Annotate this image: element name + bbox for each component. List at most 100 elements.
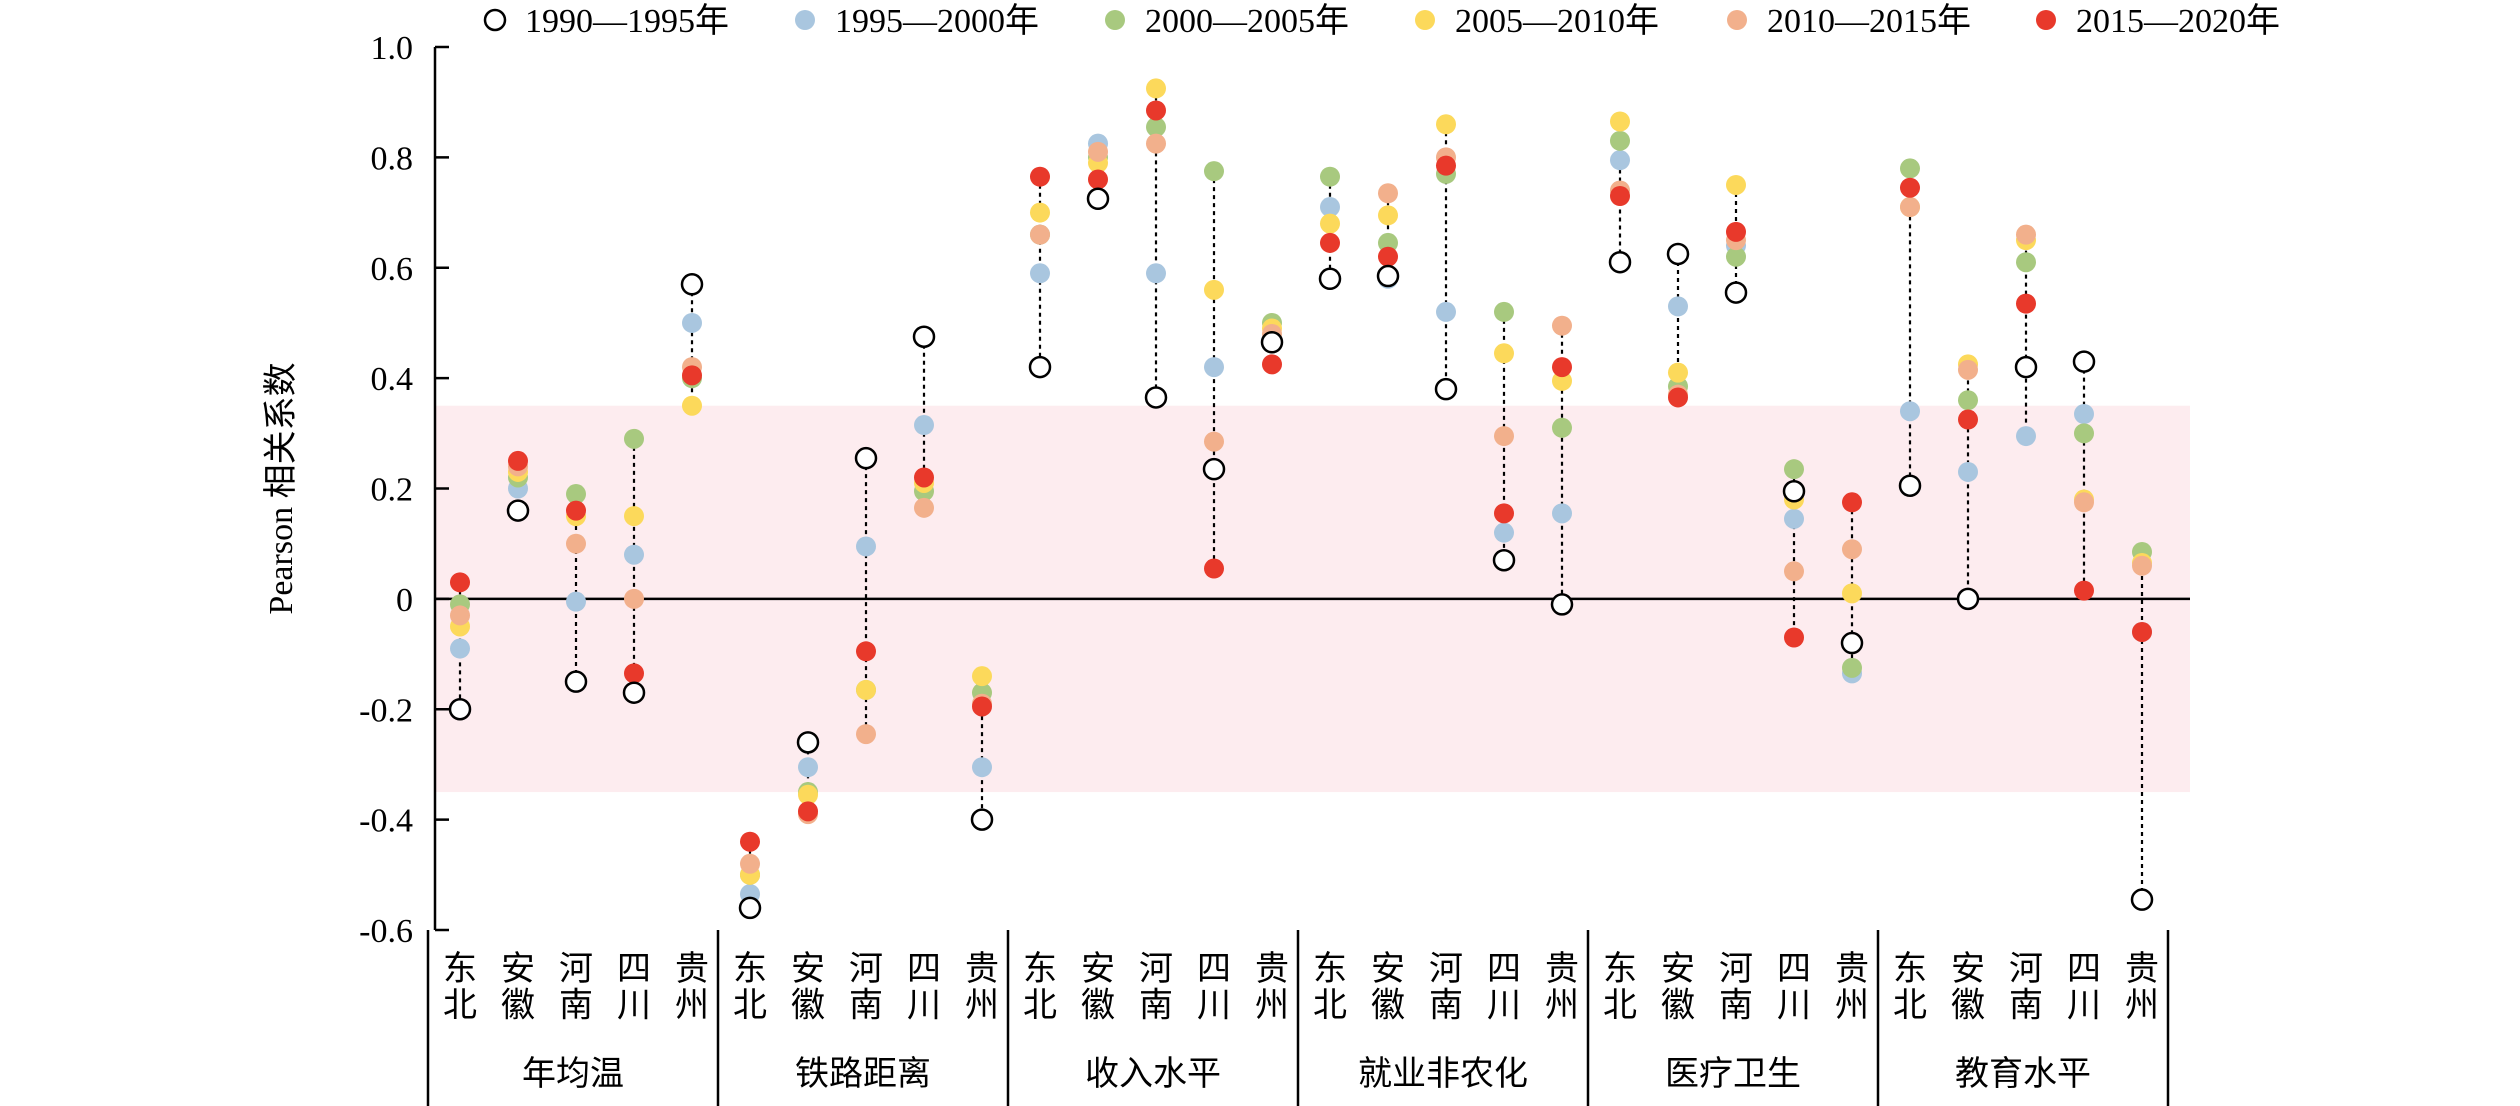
region-tick-label: 安徽 — [501, 949, 535, 1026]
point-series-3 — [624, 506, 644, 527]
point-series-1 — [1320, 197, 1340, 218]
point-series-4 — [2016, 224, 2036, 245]
point-series-4 — [1552, 315, 1572, 336]
point-series-3 — [1726, 174, 1746, 195]
point-series-5 — [798, 801, 818, 822]
region-tick-label: 河南 — [2009, 949, 2043, 1026]
group-label: 医疗卫生 — [1665, 1054, 1801, 1094]
point-series-2 — [1494, 301, 1514, 322]
point-series-4 — [1146, 133, 1166, 154]
point-series-2 — [1378, 232, 1398, 253]
point-series-0 — [796, 731, 820, 754]
point-series-4 — [1784, 561, 1804, 582]
region-tick-label: 东北 — [1313, 949, 1347, 1026]
legend-marker — [795, 10, 815, 30]
point-series-2 — [1204, 161, 1224, 182]
region-tick-label: 四川 — [2067, 949, 2101, 1026]
point-series-4 — [1842, 539, 1862, 560]
region-tick-label: 贵州 — [1835, 949, 1869, 1026]
region-tick-label: 安徽 — [1951, 949, 1985, 1026]
point-series-1 — [914, 415, 934, 436]
point-series-2 — [1784, 459, 1804, 480]
point-series-2 — [566, 484, 586, 505]
region-tick-label: 四川 — [1487, 949, 1521, 1026]
legend-entry: 2015—2020年 — [2076, 2, 2280, 40]
point-series-1 — [1436, 301, 1456, 322]
point-series-0 — [506, 499, 530, 522]
y-tick-label: 0 — [396, 582, 413, 619]
group-label: 铁路距离 — [795, 1054, 931, 1094]
point-series-0 — [1144, 386, 1168, 409]
point-series-0 — [738, 896, 762, 920]
point-series-4 — [2132, 555, 2152, 576]
point-series-4 — [624, 588, 644, 609]
point-series-0 — [1608, 250, 1632, 274]
point-series-1 — [1668, 296, 1688, 317]
legend-entry: 2010—2015年 — [1767, 2, 1971, 40]
region-tick-label: 贵州 — [965, 949, 999, 1026]
point-series-5 — [1668, 387, 1688, 408]
point-series-1 — [1552, 503, 1572, 524]
point-series-0 — [1840, 631, 1864, 655]
point-series-2 — [1958, 390, 1978, 411]
point-series-3 — [1436, 114, 1456, 135]
region-tick-label: 东北 — [733, 949, 767, 1026]
point-series-0 — [1434, 377, 1458, 401]
region-tick-label: 河南 — [1139, 949, 1173, 1026]
point-series-5 — [2074, 580, 2094, 601]
point-series-4 — [566, 533, 586, 554]
point-series-3 — [1552, 370, 1572, 391]
point-series-4 — [1494, 426, 1514, 447]
point-series-5 — [1320, 232, 1340, 253]
point-series-1 — [798, 757, 818, 778]
data-points — [448, 78, 2154, 920]
point-series-0 — [854, 446, 878, 470]
point-series-4 — [450, 605, 470, 626]
point-series-5 — [1842, 492, 1862, 513]
point-series-5 — [856, 641, 876, 662]
y-tick-label: 0.2 — [371, 472, 414, 509]
region-tick-label: 四川 — [1197, 949, 1231, 1026]
point-series-1 — [624, 544, 644, 565]
legend: 1990—1995年 1995—2000年 2000—2005年 2005—2010年… — [483, 2, 2280, 40]
point-series-1 — [1610, 150, 1630, 171]
point-series-5 — [1378, 246, 1398, 267]
point-series-3 — [1668, 362, 1688, 383]
region-tick-label: 东北 — [443, 949, 477, 1026]
point-series-5 — [1552, 357, 1572, 378]
point-series-4 — [1900, 197, 1920, 218]
point-series-2 — [1610, 130, 1630, 151]
region-tick-label: 贵州 — [675, 949, 709, 1026]
point-series-5 — [1146, 100, 1166, 121]
point-series-0 — [970, 808, 994, 831]
point-series-0 — [1260, 331, 1284, 354]
point-series-0 — [448, 698, 472, 721]
point-series-0 — [1492, 548, 1516, 572]
point-series-5 — [2016, 293, 2036, 314]
legend-entry: 1995—2000年 — [835, 2, 1039, 40]
legend-marker — [483, 8, 507, 32]
point-series-0 — [564, 670, 588, 693]
y-axis-label: Pearson 相关系数 — [262, 362, 300, 614]
region-tick-label: 贵州 — [1255, 949, 1289, 1026]
point-series-2 — [1552, 417, 1572, 438]
point-series-2 — [2074, 423, 2094, 444]
point-series-5 — [1088, 169, 1108, 190]
point-series-2 — [2016, 252, 2036, 273]
region-tick-label: 安徽 — [791, 949, 825, 1026]
legend-marker — [1727, 10, 1747, 30]
point-series-1 — [2074, 403, 2094, 424]
point-series-5 — [624, 663, 644, 684]
point-series-5 — [450, 572, 470, 593]
point-series-3 — [1610, 111, 1630, 132]
point-series-5 — [1494, 503, 1514, 524]
point-series-0 — [1956, 587, 1980, 611]
point-series-3 — [856, 679, 876, 700]
region-tick-label: 贵州 — [2125, 949, 2159, 1026]
point-series-4 — [1958, 359, 1978, 380]
point-series-0 — [912, 325, 936, 348]
y-tick-label: 1.0 — [371, 30, 414, 67]
legend-entry: 1990—1995年 — [525, 2, 729, 40]
group-label: 年均温 — [522, 1054, 624, 1094]
point-series-0 — [2130, 888, 2154, 911]
